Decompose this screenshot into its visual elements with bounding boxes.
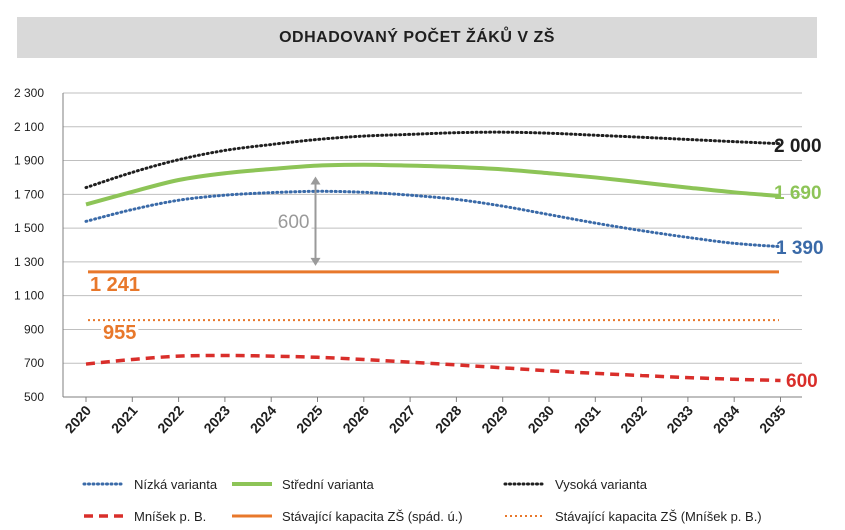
chart-title: ODHADOVANÝ POČET ŽÁKŮ V ZŠ xyxy=(279,28,555,46)
annotation-arrow-head-down xyxy=(310,257,321,266)
legend-label-vysoka: Vysoká varianta xyxy=(555,476,648,492)
x-tick-label: 2034 xyxy=(710,402,743,436)
y-tick-label: 2 300 xyxy=(14,86,44,100)
x-tick-label: 2023 xyxy=(200,402,233,436)
legend-item-mnisek: Mníšek p. B. xyxy=(82,506,206,526)
legend-label-kap_mnisek: Stávající kapacita ZŠ (Mníšek p. B.) xyxy=(555,508,762,524)
legend-swatch-kap_mnisek xyxy=(505,515,545,517)
y-tick-label: 900 xyxy=(24,322,44,336)
value-label-backdrop xyxy=(88,275,143,295)
legend-swatch-mnisek xyxy=(84,514,124,518)
legend-label-kap_spad: Stávající kapacita ZŠ (spád. ú.) xyxy=(282,508,463,524)
x-tick-label: 2020 xyxy=(61,402,94,436)
x-tick-label: 2029 xyxy=(478,402,511,436)
x-tick-label: 2032 xyxy=(617,402,650,436)
legend-label-nizka: Nízká varianta xyxy=(134,476,218,492)
chart-plot: 500 700 900 1 100 1 300 1 500 1 700 1 900 2 100 2… xyxy=(14,86,824,436)
legend-label-stredni: Střední varianta xyxy=(282,476,374,492)
series-line-nizka xyxy=(84,189,782,249)
y-tick-label: 1 700 xyxy=(14,187,44,201)
value-label-kap_mnisek: 955 xyxy=(103,322,136,344)
y-tick-label: 1 500 xyxy=(14,221,44,235)
chart-legend: Nízká varianta Střední varianta Vysoká var… xyxy=(0,468,845,530)
legend-item-nizka: Nízká varianta xyxy=(82,474,217,494)
x-tick-label: 2026 xyxy=(339,402,372,436)
value-label-backdrop xyxy=(101,323,139,343)
series-line-stredni xyxy=(85,162,781,207)
value-label-vysoka: 2 000 xyxy=(774,136,822,157)
x-tick-label: 2027 xyxy=(386,402,419,436)
x-tick-label: 2028 xyxy=(432,402,465,436)
legend-swatch-vysoka xyxy=(503,482,547,486)
y-tick-label: 1 900 xyxy=(14,154,44,168)
value-label-mnisek: 600 xyxy=(786,371,818,392)
x-tick-label: 2033 xyxy=(663,402,696,436)
x-tick-label: 2031 xyxy=(571,402,604,436)
x-tick-label: 2025 xyxy=(293,402,326,436)
legend-label-mnisek: Mníšek p. B. xyxy=(134,508,207,524)
legend-item-stredni: Střední varianta xyxy=(230,474,374,494)
y-tick-label: 2 100 xyxy=(14,120,44,134)
x-tick-label: 2024 xyxy=(247,402,280,436)
value-label-stredni: 1 690 xyxy=(774,183,822,204)
y-tick-label: 700 xyxy=(24,356,44,370)
legend-item-vysoka: Vysoká varianta xyxy=(503,474,647,494)
value-label-kap_spad: 1 241 xyxy=(90,274,140,296)
x-tick-label: 2030 xyxy=(524,402,557,436)
series-line-vysoka xyxy=(84,130,782,190)
series-line-mnisek xyxy=(85,353,781,383)
y-tick-label: 1 100 xyxy=(14,289,44,303)
legend-item-kap_spad: Stávající kapacita ZŠ (spád. ú.) xyxy=(230,506,463,526)
legend-swatch-kap_spad xyxy=(232,514,272,518)
legend-swatch-stredni xyxy=(232,482,272,486)
x-tick-label: 2035 xyxy=(756,402,789,436)
y-tick-label: 500 xyxy=(24,390,44,404)
value-label-nizka: 1 390 xyxy=(776,238,824,259)
annotation-label-backdrop xyxy=(277,211,312,234)
y-tick-label: 1 300 xyxy=(14,255,44,269)
legend-swatch-nizka xyxy=(82,482,126,486)
x-tick-label: 2022 xyxy=(154,402,187,436)
annotation-label: 600 xyxy=(278,212,310,233)
annotation-arrow-head-up xyxy=(310,176,321,185)
x-tick-label: 2021 xyxy=(108,402,141,436)
legend-item-kap_mnisek: Stávající kapacita ZŠ (Mníšek p. B.) xyxy=(503,506,762,526)
chart-title-bar: ODHADOVANÝ POČET ŽÁKŮ V ZŠ xyxy=(17,17,817,58)
